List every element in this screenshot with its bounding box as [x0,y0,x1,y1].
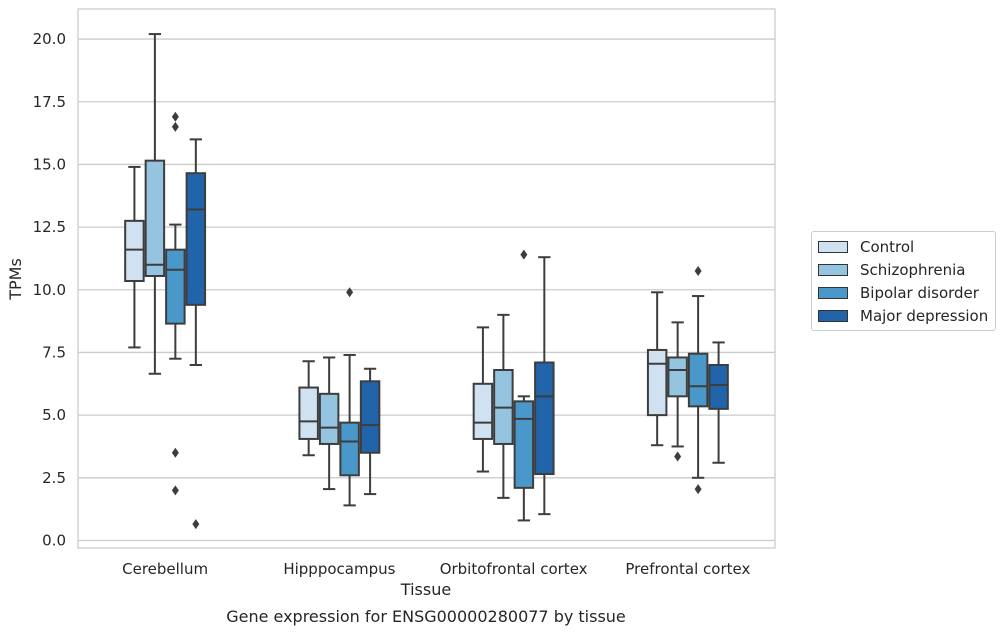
legend-item: Control [812,235,995,258]
box-iqr [124,219,145,283]
box-iqr [472,382,494,440]
box-major-depression [359,367,381,496]
outlier-point [520,249,528,260]
outlier-point [171,121,179,132]
outlier-point [192,519,200,530]
box-iqr [165,248,186,325]
y-tick-label: 2.5 [42,469,66,487]
box-bipolar-disorder [165,111,186,496]
legend-label: Bipolar disorder [860,283,979,302]
legend-label: Major depression [860,306,989,325]
outlier-point [694,484,702,495]
box-iqr [534,361,555,476]
box-schizophrenia [493,313,514,499]
y-tick-label: 5.0 [42,406,66,424]
outlier-point [171,485,179,496]
box-iqr [144,159,166,277]
box-control [298,360,319,457]
x-tick-label: Prefrontal cortex [625,560,750,578]
legend-item: Bipolar disorder [812,281,995,304]
legend-swatch [818,286,848,299]
box-iqr [513,400,535,489]
box-iqr [339,421,360,477]
legend-label: Schizophrenia [860,260,966,279]
box-iqr [318,392,340,445]
box-iqr [667,356,688,398]
box-schizophrenia [144,33,166,375]
box-iqr [185,172,207,306]
y-tick-label: 12.5 [33,218,66,236]
box-major-depression [534,256,555,516]
plot-area-frame [77,8,776,549]
legend-item: Schizophrenia [812,258,995,281]
box-iqr [298,386,319,440]
box-bipolar-disorder [339,287,360,507]
legend-label: Control [860,237,915,256]
box-major-depression [708,341,729,464]
box-iqr [646,348,668,417]
outlier-point [674,451,682,462]
x-tick-label: Hipppocampus [283,560,395,578]
x-tick-label: Orbitofrontal cortex [440,560,588,578]
box-schizophrenia [318,356,340,491]
y-tick-label: 15.0 [33,155,66,173]
box-major-depression [185,138,207,530]
box-iqr [687,352,709,408]
y-tick-label: 17.5 [33,93,66,111]
box-iqr [359,380,381,454]
legend: Control Schizophrenia Bipolar disorder Majo… [811,231,996,331]
boxes [124,33,729,530]
legend-swatch [818,309,848,322]
x-tick-labels: Cerebellum Hipppocampus Orbitofrontal cort… [122,560,750,578]
y-tick-label: 20.0 [33,30,66,48]
outlier-point [346,287,354,298]
y-tick-label: 0.0 [42,531,66,549]
y-tick-label: 10.0 [33,281,66,299]
box-iqr [708,363,729,410]
legend-swatch [818,240,848,253]
y-tick-label: 7.5 [42,343,66,361]
outlier-point [171,447,179,458]
legend-swatch [818,263,848,276]
box-schizophrenia [667,321,688,462]
box-control [472,326,494,473]
chart-caption: Gene expression for ENSG00000280077 by t… [226,607,626,626]
legend-item: Major depression [812,304,995,327]
y-tick-labels: 0.0 2.5 5.0 7.5 10.0 12.5 15.0 17.5 20.0 [33,30,66,549]
y-axis-label: TPMs [6,258,25,301]
x-axis-label: Tissue [400,580,451,599]
x-tick-label: Cerebellum [122,560,208,578]
box-bipolar-disorder [687,265,709,495]
outlier-point [694,265,702,276]
box-bipolar-disorder [513,249,535,522]
box-control [124,165,145,349]
box-control [646,291,668,447]
outlier-point [171,111,179,122]
